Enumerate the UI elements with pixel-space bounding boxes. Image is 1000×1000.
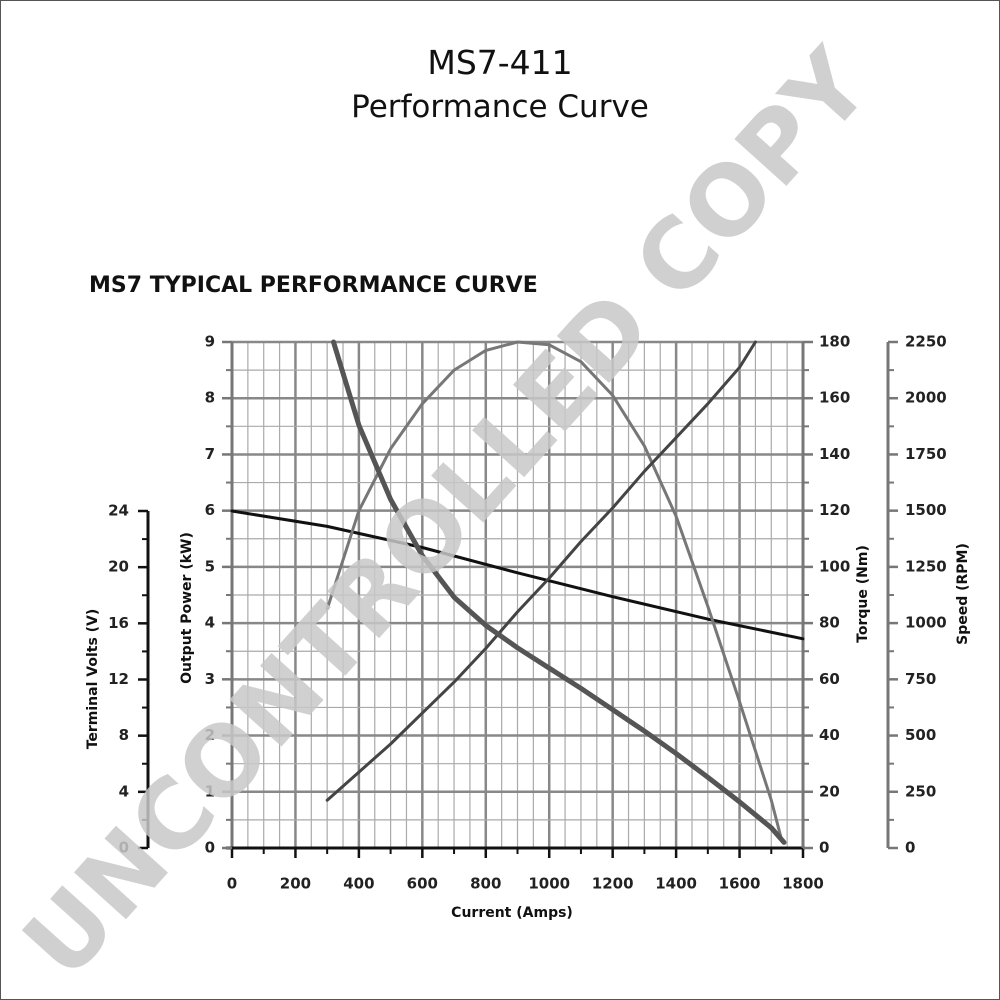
x-tick-label: 1600 bbox=[719, 875, 761, 893]
volts-tick-label: 8 bbox=[119, 726, 129, 744]
x-tick-label: 800 bbox=[470, 875, 501, 893]
power-tick-label: 7 bbox=[205, 445, 215, 463]
power-tick-label: 9 bbox=[205, 333, 215, 351]
torque-tick-label: 180 bbox=[819, 333, 850, 351]
speed-tick-label: 0 bbox=[905, 839, 915, 857]
power-axis-title: Output Power (kW) bbox=[179, 532, 195, 684]
x-tick-label: 1400 bbox=[655, 875, 697, 893]
x-tick-label: 1200 bbox=[592, 875, 634, 893]
speed-tick-label: 2250 bbox=[905, 333, 947, 351]
axes bbox=[138, 340, 898, 858]
power-tick-label: 5 bbox=[205, 557, 215, 575]
document-title: MS7-411 bbox=[427, 43, 573, 82]
chart-title: MS7 TYPICAL PERFORMANCE CURVE bbox=[89, 273, 538, 298]
power-tick-label: 3 bbox=[205, 670, 215, 688]
x-tick-label: 400 bbox=[343, 875, 374, 893]
volts-axis-title: Terminal Volts (V) bbox=[85, 609, 101, 750]
volts-tick-label: 0 bbox=[119, 839, 129, 857]
torque-tick-label: 60 bbox=[819, 670, 840, 688]
document-subtitle: Performance Curve bbox=[351, 89, 649, 125]
tick-labels: 0 200 400 600 800 1000 1200 1400 1600 18000481216… bbox=[108, 333, 947, 893]
output-power-curve bbox=[325, 340, 783, 839]
torque-tick-label: 120 bbox=[819, 501, 850, 519]
x-tick-label: 200 bbox=[280, 875, 311, 893]
speed-tick-label: 250 bbox=[905, 782, 936, 800]
speed-tick-label: 1250 bbox=[905, 557, 947, 575]
volts-tick-label: 16 bbox=[108, 614, 129, 632]
x-tick-label: 1000 bbox=[528, 875, 570, 893]
torque-tick-label: 20 bbox=[819, 782, 840, 800]
volts-tick-label: 20 bbox=[108, 558, 129, 576]
speed-tick-label: 1000 bbox=[905, 614, 947, 632]
x-axis-title: Current (Amps) bbox=[451, 905, 573, 921]
torque-axis-title: Torque (Nm) bbox=[855, 545, 871, 643]
power-tick-label: 8 bbox=[205, 389, 215, 407]
power-tick-label: 6 bbox=[205, 501, 215, 519]
terminal-volts-line bbox=[230, 509, 805, 641]
power-tick-label: 4 bbox=[205, 614, 215, 632]
torque-tick-label: 80 bbox=[819, 614, 840, 632]
torque-tick-label: 160 bbox=[819, 389, 850, 407]
torque-tick-label: 100 bbox=[819, 557, 850, 575]
x-tick-label: 0 bbox=[227, 875, 237, 893]
speed-tick-label: 1500 bbox=[905, 501, 947, 519]
speed-axis-title: Speed (RPM) bbox=[955, 543, 971, 645]
power-tick-label: 1 bbox=[205, 782, 215, 800]
torque-tick-label: 0 bbox=[819, 839, 829, 857]
volts-tick-label: 12 bbox=[108, 670, 129, 688]
torque-line bbox=[325, 340, 757, 802]
speed-tick-label: 750 bbox=[905, 670, 936, 688]
torque-tick-label: 40 bbox=[819, 726, 840, 744]
torque-tick-label: 140 bbox=[819, 445, 850, 463]
x-tick-label: 1800 bbox=[782, 875, 824, 893]
speed-tick-label: 2000 bbox=[905, 389, 947, 407]
volts-tick-label: 24 bbox=[108, 502, 129, 520]
speed-curve bbox=[331, 339, 787, 845]
watermark: UNCONTROLLED COPY bbox=[2, 28, 892, 999]
volts-tick-label: 4 bbox=[119, 782, 129, 800]
data-series bbox=[230, 339, 805, 845]
speed-tick-label: 1750 bbox=[905, 445, 947, 463]
x-tick-label: 600 bbox=[407, 875, 438, 893]
power-tick-label: 2 bbox=[205, 726, 215, 744]
power-tick-label: 0 bbox=[205, 839, 215, 857]
speed-tick-label: 500 bbox=[905, 726, 936, 744]
